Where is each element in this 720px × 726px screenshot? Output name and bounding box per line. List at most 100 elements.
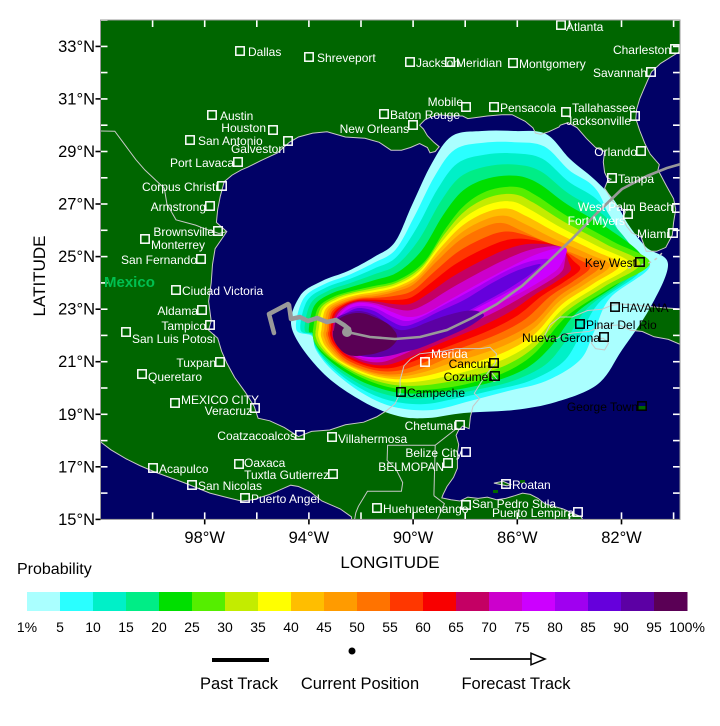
svg-text:Nueva Gerona: Nueva Gerona <box>522 331 600 345</box>
svg-text:30: 30 <box>217 619 233 635</box>
svg-text:HAVANA: HAVANA <box>621 301 669 315</box>
svg-text:Savannah: Savannah <box>593 66 647 80</box>
svg-text:Brownsville: Brownsville <box>153 225 214 239</box>
svg-text:Baton Rouge: Baton Rouge <box>390 108 460 122</box>
svg-text:98°W: 98°W <box>184 529 225 547</box>
svg-text:Meridian: Meridian <box>456 56 502 70</box>
svg-text:21°N: 21°N <box>58 353 95 371</box>
svg-text:23°N: 23°N <box>58 301 95 319</box>
svg-text:40: 40 <box>283 619 299 635</box>
svg-text:LATITUDE: LATITUDE <box>30 236 49 317</box>
svg-text:Aldama: Aldama <box>157 304 198 318</box>
svg-text:Puerto Angel: Puerto Angel <box>251 492 320 506</box>
svg-text:86°W: 86°W <box>497 529 538 547</box>
svg-text:New Orleans: New Orleans <box>340 122 409 136</box>
svg-text:Merida: Merida <box>431 347 468 361</box>
svg-text:82°W: 82°W <box>601 529 642 547</box>
svg-text:Mobile: Mobile <box>428 95 464 109</box>
svg-text:San Pedro Sula: San Pedro Sula <box>472 497 556 511</box>
svg-text:1%: 1% <box>17 619 37 635</box>
svg-text:Cozumel: Cozumel <box>444 370 491 384</box>
svg-text:Chetumal: Chetumal <box>405 419 456 433</box>
svg-text:Jacksonville: Jacksonville <box>566 114 631 128</box>
svg-text:25: 25 <box>184 619 200 635</box>
svg-text:Belize City: Belize City <box>405 446 462 460</box>
svg-text:Cancun: Cancun <box>449 357 490 371</box>
svg-text:15: 15 <box>118 619 134 635</box>
svg-text:Queretaro: Queretaro <box>148 370 202 384</box>
svg-text:95: 95 <box>646 619 662 635</box>
svg-text:MEXICO CITY: MEXICO CITY <box>181 393 259 407</box>
svg-text:San Luis Potosi: San Luis Potosi <box>132 332 215 346</box>
svg-text:60: 60 <box>415 619 431 635</box>
svg-text:San Fernando: San Fernando <box>121 253 197 267</box>
svg-text:Mexico: Mexico <box>104 274 155 291</box>
svg-text:94°W: 94°W <box>289 529 330 547</box>
svg-text:Tallahassee: Tallahassee <box>572 101 636 115</box>
svg-text:45: 45 <box>316 619 332 635</box>
svg-text:Tampa: Tampa <box>618 172 654 186</box>
svg-text:Orlando: Orlando <box>594 145 637 159</box>
svg-text:Probability: Probability <box>17 561 92 578</box>
svg-text:20: 20 <box>151 619 167 635</box>
svg-text:Veracruz: Veracruz <box>205 404 252 418</box>
svg-text:90: 90 <box>613 619 629 635</box>
svg-text:Corpus Christi: Corpus Christi <box>142 180 218 194</box>
svg-text:Montgomery: Montgomery <box>519 57 586 71</box>
svg-text:35: 35 <box>250 619 266 635</box>
svg-text:Fort Myers: Fort Myers <box>568 214 625 228</box>
svg-text:90°W: 90°W <box>393 529 434 547</box>
svg-text:Monterrey: Monterrey <box>151 238 205 252</box>
svg-text:Austin: Austin <box>220 109 253 123</box>
svg-text:Huehuetenango: Huehuetenango <box>383 502 469 516</box>
svg-text:Dallas: Dallas <box>248 45 281 59</box>
svg-text:50: 50 <box>349 619 365 635</box>
svg-text:Oaxaca: Oaxaca <box>244 456 286 470</box>
svg-text:Villahermosa: Villahermosa <box>338 432 407 446</box>
svg-text:Galveston: Galveston <box>231 142 285 156</box>
svg-text:Tampico: Tampico <box>161 319 206 333</box>
svg-text:75: 75 <box>514 619 530 635</box>
svg-text:Pinar Del Rio: Pinar Del Rio <box>586 318 657 332</box>
svg-text:55: 55 <box>382 619 398 635</box>
svg-text:Coatzacoalcos: Coatzacoalcos <box>217 429 296 443</box>
svg-text:Miami: Miami <box>637 227 669 241</box>
svg-text:Key West: Key West <box>585 256 637 270</box>
svg-text:85: 85 <box>580 619 596 635</box>
svg-text:70: 70 <box>481 619 497 635</box>
svg-text:5: 5 <box>56 619 64 635</box>
svg-text:Port Lavaca: Port Lavaca <box>170 156 234 170</box>
svg-text:Pensacola: Pensacola <box>500 101 556 115</box>
svg-text:BELMOPAN: BELMOPAN <box>378 460 444 474</box>
svg-text:Acapulco: Acapulco <box>159 462 209 476</box>
svg-text:Atlanta: Atlanta <box>566 20 604 34</box>
svg-text:Past Track: Past Track <box>200 675 279 693</box>
svg-text:Roatan: Roatan <box>512 478 551 492</box>
svg-text:San Antonio: San Antonio <box>198 134 263 148</box>
svg-text:31°N: 31°N <box>58 90 95 108</box>
svg-text:Armstrong: Armstrong <box>151 200 206 214</box>
svg-text:Jackson: Jackson <box>416 56 460 70</box>
svg-text:65: 65 <box>448 619 464 635</box>
svg-text:29°N: 29°N <box>58 143 95 161</box>
svg-text:19°N: 19°N <box>58 406 95 424</box>
svg-text:100%: 100% <box>669 619 705 635</box>
svg-text:Puerto Lempira: Puerto Lempira <box>492 506 574 520</box>
svg-text:Current Position: Current Position <box>301 675 419 693</box>
svg-text:Charleston: Charleston <box>613 43 671 57</box>
svg-text:Shreveport: Shreveport <box>317 51 376 65</box>
svg-text:10: 10 <box>85 619 101 635</box>
svg-text:Houston: Houston <box>221 121 266 135</box>
svg-text:25°N: 25°N <box>58 248 95 266</box>
svg-text:Campeche: Campeche <box>407 386 465 400</box>
svg-text:Ciudad Victoria: Ciudad Victoria <box>182 284 263 298</box>
svg-text:17°N: 17°N <box>58 458 95 476</box>
svg-text:27°N: 27°N <box>58 196 95 214</box>
svg-text:15°N: 15°N <box>58 511 95 529</box>
svg-text:33°N: 33°N <box>58 38 95 56</box>
svg-text:George Town: George Town <box>567 400 638 414</box>
svg-text:Forecast Track: Forecast Track <box>461 675 571 693</box>
svg-text:Tuxtla Gutierrez: Tuxtla Gutierrez <box>244 468 329 482</box>
svg-text:West Palm Beach: West Palm Beach <box>578 200 673 214</box>
svg-text:80: 80 <box>547 619 563 635</box>
